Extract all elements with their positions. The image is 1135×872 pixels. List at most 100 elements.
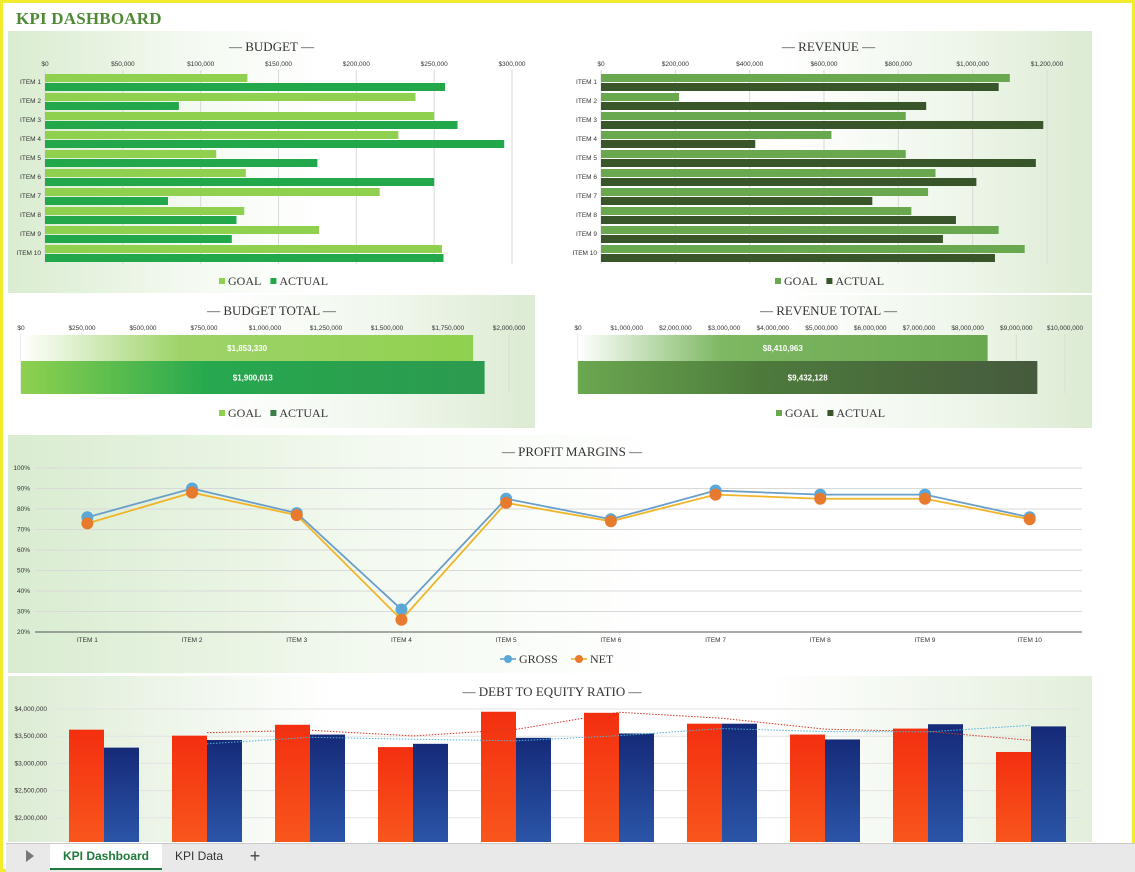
x-tick-label: ITEM 9 <box>914 637 935 644</box>
x-tick-label: $8,000,000 <box>951 325 984 332</box>
add-sheet-button[interactable]: + <box>249 846 261 866</box>
x-tick-label: $9,000,000 <box>1000 325 1033 332</box>
profit-margins-panel[interactable]: — PROFIT MARGINS — 20% 30% 40% 50% 60% 70% 80% 9… <box>8 435 1092 673</box>
legend-swatch-actual <box>827 410 834 416</box>
point-net <box>1023 513 1036 526</box>
bar-goal <box>601 169 936 177</box>
legend-label-goal: GOAL <box>784 274 817 288</box>
point-net <box>814 492 827 505</box>
bar-series-2 <box>825 739 860 842</box>
bar-series-1 <box>996 751 1031 842</box>
bar-series-2 <box>516 737 551 842</box>
bar-series-1 <box>584 712 619 842</box>
x-tick-label: ITEM 4 <box>391 637 412 644</box>
bar-actual <box>601 121 1044 129</box>
y-tick-label: 100% <box>13 465 30 472</box>
point-net <box>290 509 303 522</box>
legend-swatch-actual <box>270 278 277 284</box>
category-label: ITEM 3 <box>20 117 41 124</box>
legend-swatch-goal <box>776 410 782 416</box>
x-tick-label: $200,000 <box>662 61 689 68</box>
x-tick-label: $0 <box>17 325 25 332</box>
bar-actual <box>601 197 873 205</box>
legend-marker-net <box>575 655 583 663</box>
bar-goal <box>601 112 906 120</box>
x-tick-label: $500,000 <box>129 325 156 332</box>
bar-actual <box>601 102 927 110</box>
revenue-chart: — REVENUE — $0 $200,000 $400,000 $600,000 $80… <box>572 39 1064 288</box>
bar-actual <box>45 159 318 167</box>
x-tick-label: $1,250,000 <box>310 325 343 332</box>
bar-series-1 <box>481 711 516 842</box>
x-tick-label: $1,200,000 <box>1031 61 1064 68</box>
category-label: ITEM 1 <box>576 79 597 86</box>
chart-title: — REVENUE — <box>781 39 876 54</box>
legend-label-actual: ACTUAL <box>836 406 885 420</box>
category-label: ITEM 7 <box>20 193 41 200</box>
chart-title: — BUDGET — <box>228 39 315 54</box>
bar-goal <box>45 169 246 177</box>
x-tick-label: $150,000 <box>265 61 292 68</box>
bar-goal <box>601 245 1025 253</box>
x-tick-label: $7,000,000 <box>903 325 936 332</box>
scroll-tabs-icon[interactable] <box>26 850 34 862</box>
legend-swatch-actual <box>270 410 277 416</box>
category-label: ITEM 6 <box>576 174 597 181</box>
bar-goal <box>601 74 1010 82</box>
category-label: ITEM 9 <box>576 231 597 238</box>
legend-label-net: NET <box>590 652 614 666</box>
chart-title: — PROFIT MARGINS — <box>501 444 643 459</box>
point-net <box>918 492 931 505</box>
budget-chart-panel[interactable]: — BUDGET — $0 $50,000 $100,000 $150,000 $200,… <box>8 31 535 293</box>
legend-marker-gross <box>504 655 512 663</box>
bar-series-2 <box>619 733 654 842</box>
point-net <box>395 613 408 626</box>
budget-total-chart: — BUDGET TOTAL — $0 $250,000 $500,000 $750,0… <box>17 303 525 420</box>
bar-actual <box>45 121 458 129</box>
y-tick-label: 90% <box>17 486 30 493</box>
point-net <box>500 496 513 509</box>
x-tick-label: $1,000,000 <box>249 325 282 332</box>
x-tick-label: $200,000 <box>343 61 370 68</box>
budget-total-panel[interactable]: — BUDGET TOTAL — $0 $250,000 $500,000 $750,0… <box>8 295 535 428</box>
revenue-chart-panel[interactable]: — REVENUE — $0 $200,000 $400,000 $600,000 $80… <box>565 31 1092 293</box>
data-label-actual: $1,900,013 <box>233 374 274 383</box>
dashboard-title: KPI DASHBOARD <box>16 9 162 28</box>
category-label: ITEM 9 <box>20 231 41 238</box>
bar-actual <box>45 197 168 205</box>
bar-goal <box>45 74 248 82</box>
x-tick-label: $1,000,000 <box>956 61 989 68</box>
category-label: ITEM 7 <box>576 193 597 200</box>
bar-actual <box>578 361 1038 394</box>
tab-kpi-dashboard[interactable]: KPI Dashboard <box>50 844 162 870</box>
legend-swatch-goal <box>219 410 225 416</box>
budget-chart: — BUDGET — $0 $50,000 $100,000 $150,000 $200,… <box>16 39 525 288</box>
x-tick-label: $4,000,000 <box>757 325 790 332</box>
bar-actual <box>601 140 756 148</box>
category-label: ITEM 6 <box>20 174 41 181</box>
trendline-series-2 <box>206 724 1032 745</box>
x-tick-label: $0 <box>597 61 605 68</box>
x-tick-label: $250,000 <box>68 325 95 332</box>
bar-series-2 <box>207 740 242 842</box>
bar-goal <box>45 131 399 139</box>
revenue-total-panel[interactable]: — REVENUE TOTAL — $0 $1,000,000 $2,000,000 $… <box>565 295 1092 428</box>
bar-actual <box>45 178 435 186</box>
point-net <box>709 488 722 501</box>
bar-series-1 <box>69 729 104 842</box>
x-tick-label: $750,000 <box>190 325 217 332</box>
x-tick-label: $0 <box>574 325 582 332</box>
bar-goal <box>601 207 912 215</box>
debt-equity-panel[interactable]: — DEBT TO EQUITY RATIO — $4,000,000 $3,500… <box>8 676 1092 842</box>
x-tick-label: ITEM 10 <box>1017 637 1042 644</box>
bar-series-2 <box>1031 726 1066 842</box>
x-tick-label: $1,500,000 <box>371 325 404 332</box>
x-tick-label: $800,000 <box>885 61 912 68</box>
x-tick-label: ITEM 7 <box>705 637 726 644</box>
x-tick-label: ITEM 5 <box>496 637 517 644</box>
bar-series-1 <box>790 734 825 842</box>
legend-swatch-goal <box>219 278 225 284</box>
tab-kpi-data[interactable]: KPI Data <box>174 849 224 863</box>
bar-goal <box>601 131 832 139</box>
y-tick-label: 80% <box>17 506 30 513</box>
